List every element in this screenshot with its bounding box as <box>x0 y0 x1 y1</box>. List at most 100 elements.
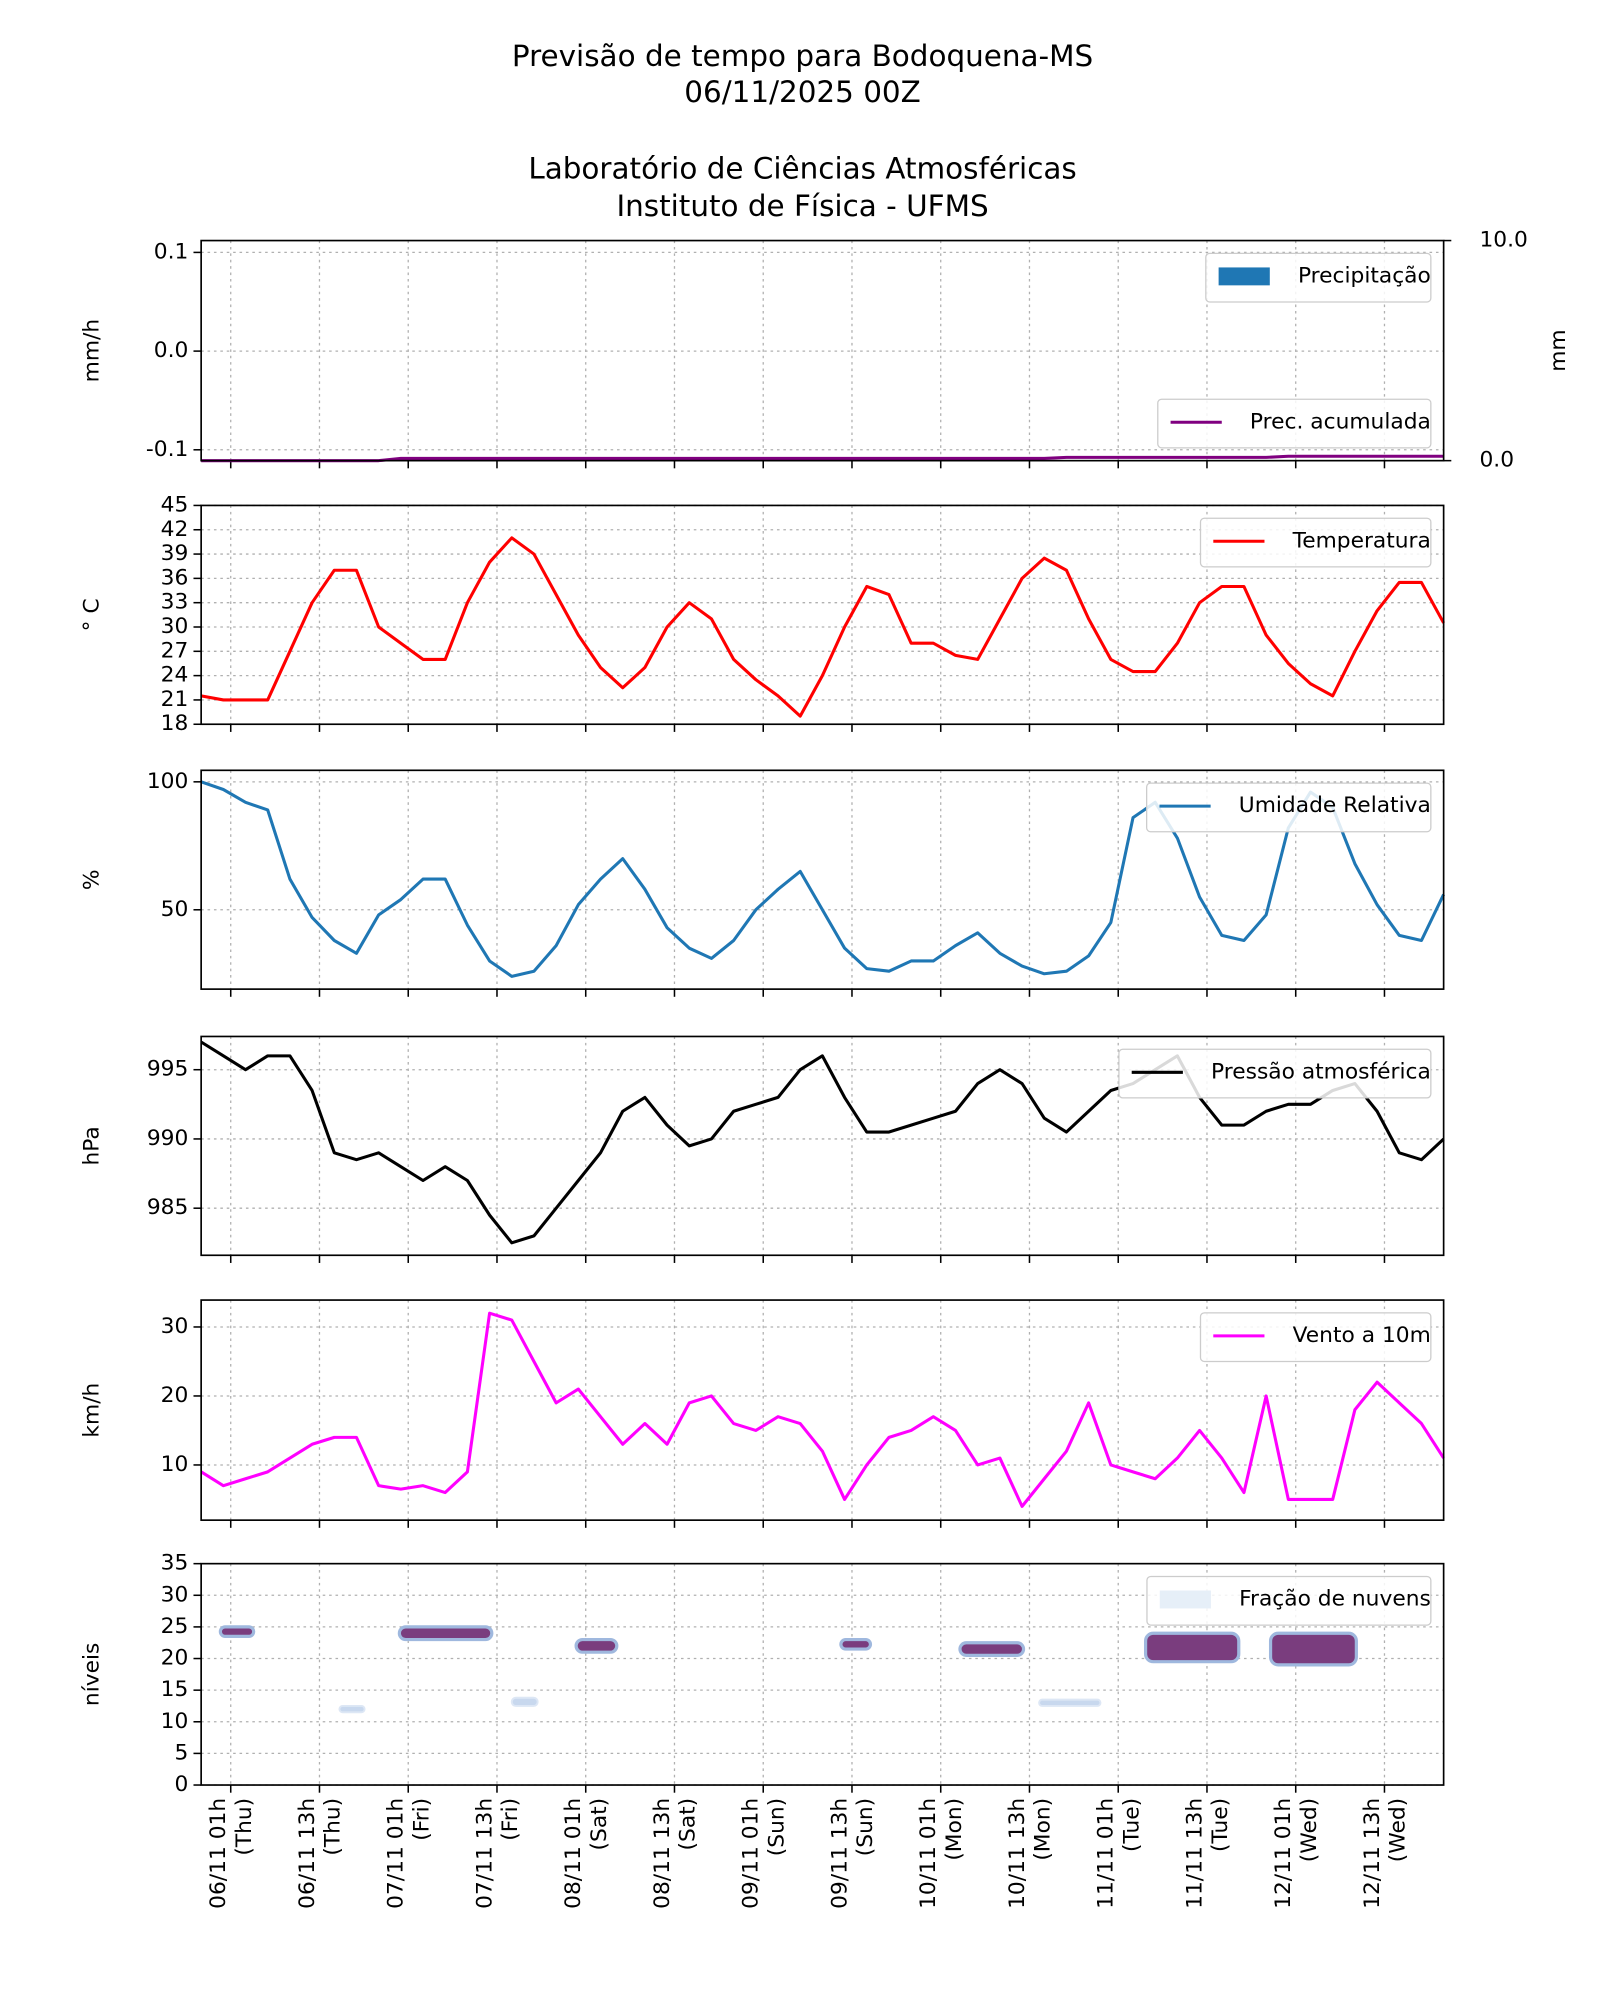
x-tick-label: (Tue) <box>1119 1798 1144 1852</box>
legend-label: Umidade Relativa <box>1239 793 1431 818</box>
legend: Umidade Relativa <box>1146 782 1432 833</box>
legend-box <box>1199 517 1432 568</box>
x-tick-label: (Thu) <box>232 1798 257 1856</box>
y-tick-label: 33 <box>161 590 189 615</box>
legend-box <box>1205 252 1432 303</box>
y-tick-label: 10 <box>161 1452 189 1477</box>
x-tick-label: (Mon) <box>1031 1798 1056 1861</box>
cloud-patch <box>510 1696 539 1707</box>
x-tick-label: 10/11 13h <box>1005 1798 1030 1909</box>
legend-swatch <box>1159 1590 1211 1609</box>
legend-label: Pressão atmosférica <box>1211 1059 1431 1084</box>
y-tick-label: 30 <box>161 614 189 639</box>
y-tick-label: 20 <box>161 1646 189 1671</box>
y-axis-label: hPa <box>79 1126 104 1165</box>
x-tick-label: (Wed) <box>1297 1798 1322 1862</box>
y-axis-label: mm/h <box>79 319 104 382</box>
legend-swatch <box>1218 267 1270 286</box>
x-tick-label: (Sun) <box>853 1798 878 1856</box>
title-line: Instituto de Física - UFMS <box>616 189 988 223</box>
x-tick-label: 11/11 13h <box>1182 1798 1207 1909</box>
cloud-patch <box>1143 1631 1241 1664</box>
y-tick-label: 45 <box>161 492 189 517</box>
cloud-patch <box>1038 1698 1102 1707</box>
panel: 985 990 995 hPa Pressão atmosférica <box>79 1035 1445 1263</box>
legend: Precipitação <box>1205 252 1432 303</box>
x-tick-label: (Fri) <box>498 1798 523 1841</box>
y-tick-label: 27 <box>161 638 189 663</box>
x-tick-label: (Mon) <box>942 1798 967 1861</box>
series-line <box>201 454 1444 463</box>
y-tick-label: 15 <box>161 1677 189 1702</box>
y2-tick-label: 10.0 <box>1479 228 1527 253</box>
x-tick-label: (Sat) <box>587 1798 612 1851</box>
x-tick-label: (Fri) <box>409 1798 434 1841</box>
x-tick-label: 09/11 13h <box>827 1798 852 1909</box>
x-tick-label: (Tue) <box>1208 1798 1233 1852</box>
y-tick-label: 985 <box>147 1195 189 1220</box>
x-tick-label: (Sun) <box>764 1798 789 1856</box>
legend: Pressão atmosférica <box>1118 1048 1432 1099</box>
y-tick-label: 30 <box>161 1582 189 1607</box>
y-tick-label: 39 <box>161 541 189 566</box>
y-tick-label: 0.0 <box>154 338 189 363</box>
y-tick-label: 5 <box>175 1740 189 1765</box>
x-tick-label: 08/11 13h <box>650 1798 675 1909</box>
y2-axis-label: mm <box>1546 329 1571 371</box>
legend-label: Prec. acumulada <box>1250 409 1431 434</box>
legend: Fração de nuvens <box>1146 1575 1432 1626</box>
plot-frame <box>200 239 1445 462</box>
title-line: Laboratório de Ciências Atmosféricas <box>528 152 1076 186</box>
y-tick-label: 50 <box>161 897 189 922</box>
legend-box <box>1146 782 1432 833</box>
x-tick-label: 11/11 01h <box>1094 1798 1119 1909</box>
y-tick-label: 0 <box>175 1772 189 1797</box>
series-line <box>200 536 1445 718</box>
x-tick-label: (Sat) <box>676 1798 701 1851</box>
panel: 06/11 01h (Thu) 06/11 13h (Thu) 07/11 01h (Fr… <box>79 1551 1445 1909</box>
x-tick-label: 06/11 01h <box>206 1798 231 1909</box>
y-tick-label: 24 <box>161 663 189 688</box>
cloud-patch <box>1268 1631 1358 1667</box>
legend-box <box>1146 1575 1432 1626</box>
y-tick-label: 100 <box>147 769 189 794</box>
y2-tick-label: 0.0 <box>1479 448 1514 473</box>
x-tick-label: (Thu) <box>321 1798 346 1856</box>
legend: Temperatura <box>1199 517 1432 568</box>
cloud-patch <box>397 1625 494 1642</box>
y-axis-label: ° C <box>79 598 104 631</box>
plot-frame <box>200 504 1445 726</box>
y-axis-label: níveis <box>79 1643 104 1706</box>
legend-box <box>1157 398 1432 449</box>
y-tick-label: 35 <box>161 1551 189 1576</box>
legend-box <box>1199 1312 1432 1363</box>
y-axis-label: % <box>79 869 104 890</box>
legend-label: Vento a 10m <box>1293 1323 1431 1348</box>
cloud-patch <box>574 1637 619 1654</box>
y-tick-label: 30 <box>161 1314 189 1339</box>
plot-frame <box>200 1562 1445 1786</box>
x-tick-label: 06/11 13h <box>295 1798 320 1909</box>
y-tick-label: 18 <box>161 711 189 736</box>
x-tick-label: 07/11 13h <box>472 1798 497 1909</box>
panel: 10 20 30 km/h Vento a 10m <box>79 1299 1445 1528</box>
y-tick-label: -0.1 <box>146 437 188 462</box>
y-tick-label: 0.1 <box>154 239 189 264</box>
cloud-patch <box>958 1641 1026 1657</box>
plot-frame <box>200 769 1445 990</box>
x-tick-label: 07/11 01h <box>384 1798 409 1909</box>
plot-frame <box>200 1035 1445 1257</box>
y-tick-label: 21 <box>161 687 189 712</box>
series-line <box>200 1311 1445 1508</box>
legend-box <box>1118 1048 1432 1099</box>
y-tick-label: 995 <box>147 1057 189 1082</box>
x-tick-label: (Wed) <box>1386 1798 1411 1862</box>
y-tick-label: 36 <box>161 565 189 590</box>
cloud-patch <box>218 1625 256 1638</box>
x-tick-label: 12/11 01h <box>1271 1798 1296 1909</box>
y-axis-label: km/h <box>79 1383 104 1438</box>
